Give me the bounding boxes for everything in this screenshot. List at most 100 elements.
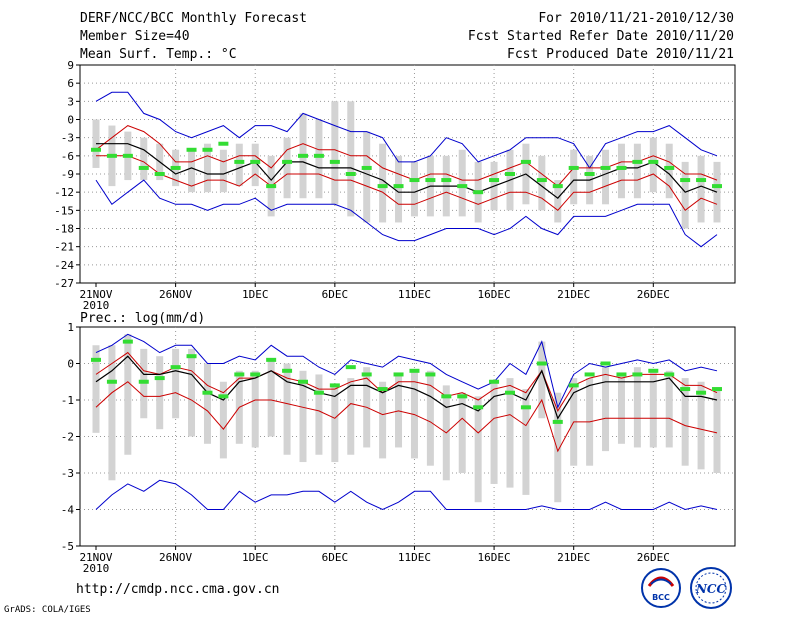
x-tick-label: 11DEC <box>398 551 431 564</box>
x-tick-label: 26NOV <box>159 288 192 301</box>
ensemble-range-box <box>554 180 562 223</box>
ensemble-range-box <box>331 385 339 463</box>
y-tick-label: -15 <box>54 204 74 217</box>
observed-marker <box>345 365 356 370</box>
observed-marker <box>680 178 691 183</box>
observed-marker <box>377 184 388 189</box>
observed-marker <box>505 390 515 395</box>
ensemble-range-box <box>410 161 418 217</box>
ensemble-range-box <box>665 143 673 199</box>
observed-marker <box>616 165 627 170</box>
ensemble-range-box <box>363 131 371 223</box>
ensemble-range-box <box>633 143 641 199</box>
observed-marker <box>186 354 197 359</box>
observed-marker <box>377 387 388 392</box>
observed-marker <box>489 379 500 384</box>
ensemble-range-box <box>697 155 705 223</box>
ensemble-range-box <box>617 143 625 199</box>
observed-marker <box>712 387 722 392</box>
ensemble-range-box <box>347 101 355 217</box>
observed-marker <box>696 390 707 395</box>
x-tick-label: 1DEC <box>242 551 269 564</box>
ensemble-range-box <box>347 378 355 455</box>
ensemble-range-box <box>697 381 705 470</box>
ensemble-range-box <box>315 374 323 455</box>
observed-marker <box>250 372 261 377</box>
observed-marker <box>552 184 563 189</box>
observed-marker <box>91 357 101 362</box>
observed-marker <box>186 147 197 152</box>
observed-marker <box>648 368 659 373</box>
ensemble-range-box <box>331 101 339 205</box>
observed-marker <box>441 178 452 183</box>
ensemble-range-box <box>474 396 482 503</box>
forecast-started-date: Fcst Started Refer Date 2010/11/20 <box>467 29 734 44</box>
ensemble-range-box <box>219 149 227 193</box>
ensemble-range-box <box>219 381 227 459</box>
observed-marker <box>138 379 149 384</box>
y-tick-label: -27 <box>54 277 74 290</box>
ensemble-range-box <box>203 363 211 444</box>
x-tick-label: 21NOV <box>79 288 112 301</box>
observed-marker <box>361 372 372 377</box>
y-tick-label: -1 <box>61 394 74 407</box>
website-url[interactable]: http://cmdp.ncc.cma.gov.cn <box>76 582 280 597</box>
x-tick-label: 16DEC <box>478 551 511 564</box>
bcc-logo-text: BCC <box>652 593 670 602</box>
ensemble-range-box <box>156 356 164 430</box>
observed-marker <box>202 147 213 152</box>
observed-marker <box>170 165 181 170</box>
ensemble-range-box <box>92 345 100 433</box>
y-tick-label: 0 <box>67 358 74 371</box>
ensemble-range-box <box>617 374 625 444</box>
y-tick-label: 0 <box>67 114 74 127</box>
y-tick-label: -18 <box>54 223 74 236</box>
bcc-logo: BCC <box>641 568 681 608</box>
series-lower-line <box>95 381 718 453</box>
ensemble-range-box <box>251 370 259 448</box>
logos: BCC NCC <box>641 567 732 609</box>
observed-marker <box>632 159 643 164</box>
observed-marker <box>329 159 340 164</box>
x-tick-label: 1DEC <box>242 288 269 301</box>
observed-marker <box>425 178 436 183</box>
observed-marker <box>600 165 611 170</box>
ensemble-range-box <box>490 381 498 484</box>
ensemble-range-box <box>188 348 196 437</box>
y-tick-label: 1 <box>67 321 74 334</box>
observed-marker <box>584 172 595 176</box>
ensemble-range-box <box>649 137 657 193</box>
ensemble-range-box <box>458 149 466 217</box>
observed-marker <box>712 184 722 189</box>
x-tick-label: 6DEC <box>322 551 349 564</box>
ensemble-range-box <box>235 143 243 187</box>
y-tick-label: -24 <box>54 259 74 272</box>
observed-marker <box>250 159 261 164</box>
ensemble-range-box <box>538 155 546 211</box>
observed-marker <box>457 394 468 399</box>
observed-marker <box>409 368 420 373</box>
observed-marker <box>202 390 213 395</box>
y-tick-label: -12 <box>54 186 74 199</box>
series-mean-line <box>96 143 718 200</box>
ensemble-range-box <box>633 367 641 448</box>
observed-marker <box>457 184 468 189</box>
series-max-line <box>95 91 718 169</box>
observed-marker <box>298 379 308 384</box>
ensemble-range-box <box>203 143 211 193</box>
observed-marker <box>234 159 245 164</box>
ensemble-range-box <box>108 345 116 481</box>
series-lower-line <box>96 155 718 212</box>
ensemble-range-box <box>299 370 307 463</box>
ensemble-range-box <box>538 341 546 419</box>
x-tick-label: 6DEC <box>322 288 349 301</box>
observed-marker <box>664 372 675 377</box>
y-tick-label: -6 <box>61 150 74 163</box>
ensemble-range-box <box>124 334 132 455</box>
x-tick-label: 26NOV <box>159 551 192 564</box>
ensemble-range-box <box>713 389 721 473</box>
x-tick-label: 26DEC <box>637 551 670 564</box>
observed-marker <box>313 153 324 158</box>
